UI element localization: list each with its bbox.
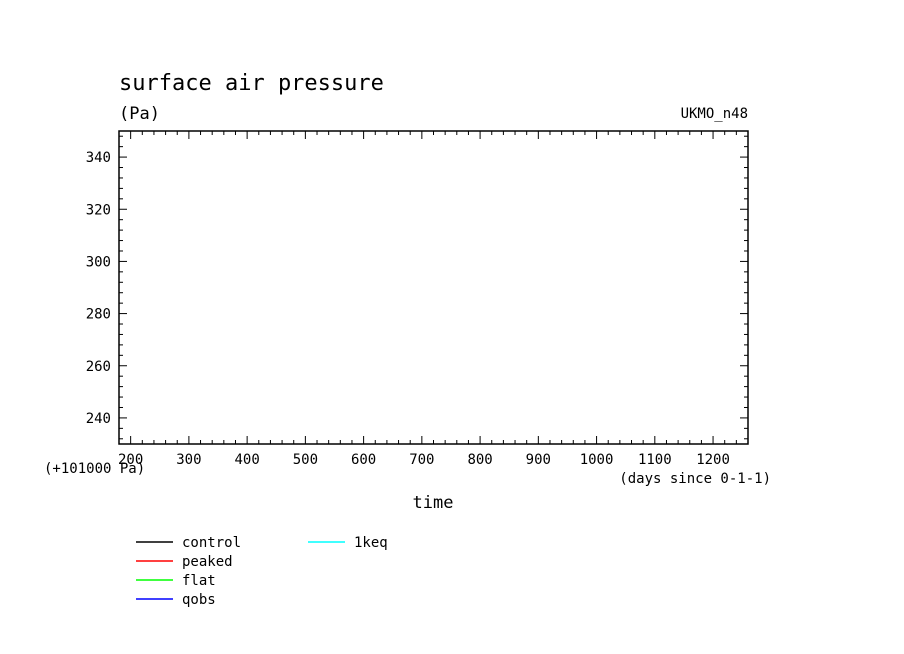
y-tick-label: 340 [86,150,111,166]
legend: control peaked flat qobs 1keq [136,535,388,608]
y-tick-label: 260 [86,359,111,375]
y-tick-label: 280 [86,307,111,323]
x-tick-label: 300 [176,452,201,468]
y-axis-ticks: 240 260 280 300 320 340 [86,135,748,440]
legend-label-peaked: peaked [182,554,233,570]
legend-label-control: control [182,535,241,551]
legend-label-1keq: 1keq [354,535,388,551]
plot-area [118,130,749,445]
x-units-label: (days since 0-1-1) [619,471,771,487]
x-tick-label: 700 [409,452,434,468]
x-tick-label: 500 [293,452,318,468]
legend-label-flat: flat [182,573,216,589]
x-tick-label: 400 [234,452,259,468]
x-tick-label: 1100 [638,452,672,468]
y-offset-label: (+101000 Pa) [44,461,145,477]
y-tick-label: 240 [86,411,111,427]
chart-units: (Pa) [119,104,160,124]
x-tick-label: 1200 [696,452,730,468]
x-tick-label: 800 [467,452,492,468]
model-label: UKMO_n48 [681,106,748,122]
legend-label-qobs: qobs [182,592,216,608]
x-tick-label: 600 [351,452,376,468]
x-axis-ticks: 200 300 400 500 600 700 800 900 1000 1100 1200 [118,131,749,468]
y-tick-label: 320 [86,202,111,218]
x-axis-label: time [413,493,454,513]
chart-title: surface air pressure [119,71,384,96]
x-tick-label: 200 [118,452,143,468]
y-tick-label: 300 [86,254,111,270]
x-tick-label: 900 [526,452,551,468]
x-tick-label: 1000 [580,452,614,468]
